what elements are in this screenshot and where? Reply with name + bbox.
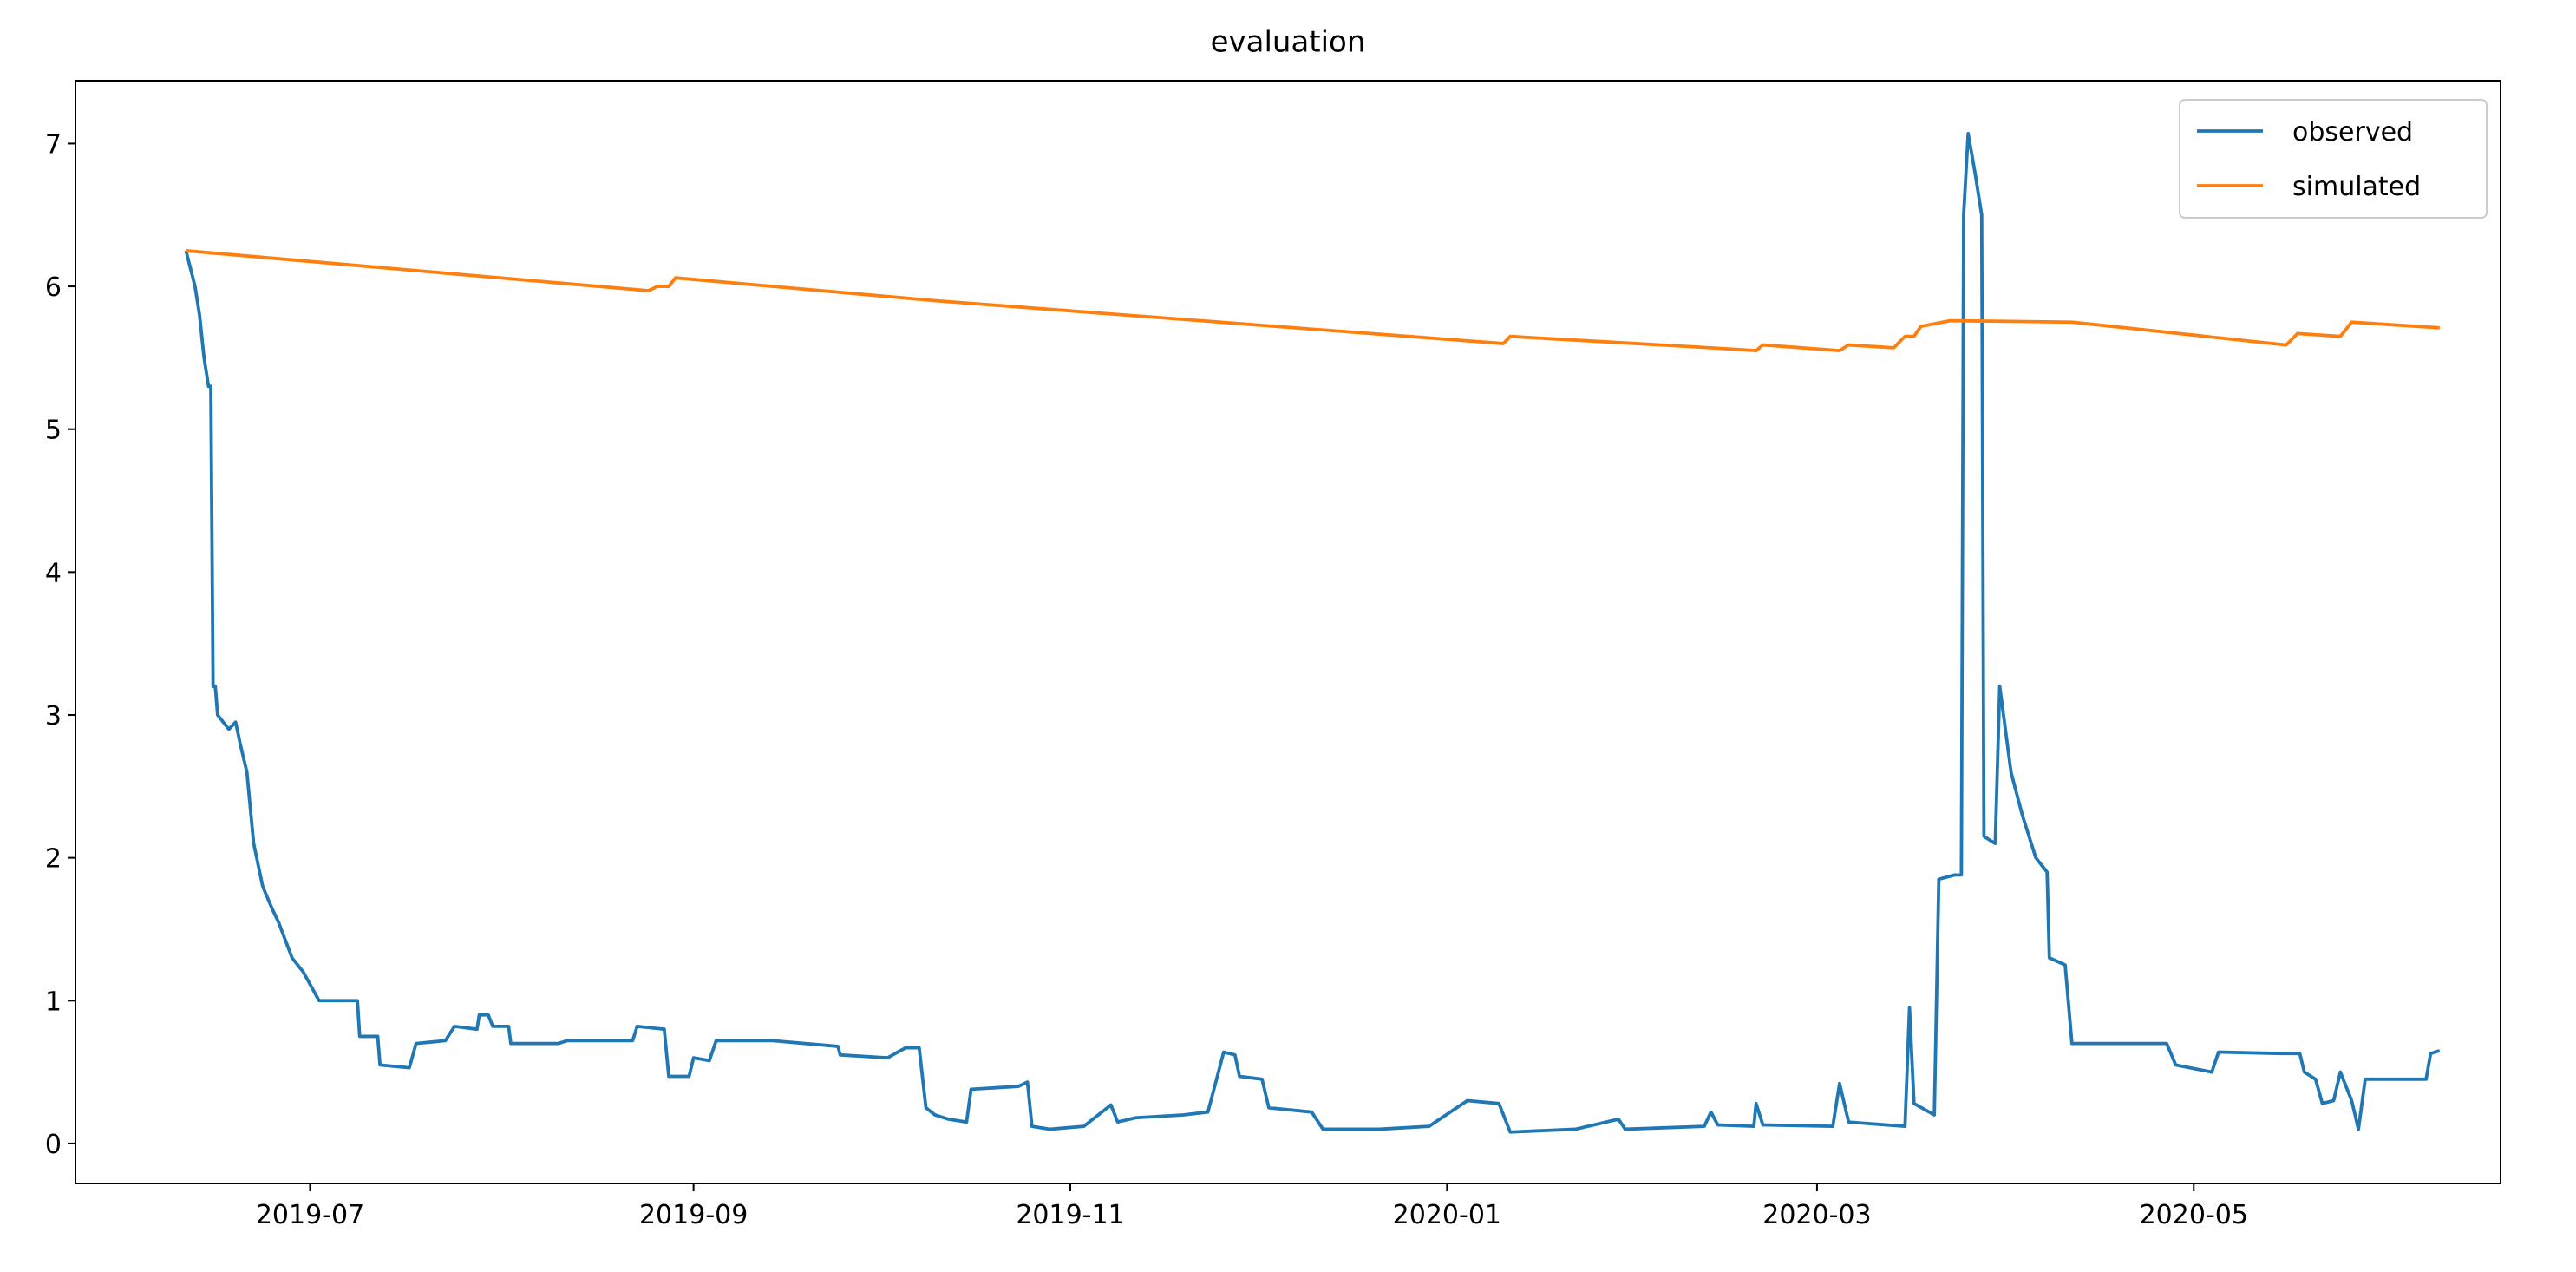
y-tick-label: 6 (45, 272, 62, 303)
legend-label: observed (2292, 117, 2413, 148)
legend-label: simulated (2292, 172, 2421, 202)
x-tick-label: 2019-07 (256, 1200, 364, 1230)
y-tick-label: 7 (45, 129, 62, 160)
y-tick-label: 2 (45, 844, 62, 875)
x-tick-label: 2020-03 (1762, 1200, 1871, 1230)
x-tick-label: 2020-01 (1393, 1200, 1501, 1230)
x-tick-label: 2020-05 (2140, 1200, 2248, 1230)
y-tick-label: 5 (45, 416, 62, 446)
y-tick-label: 0 (45, 1130, 62, 1160)
axes-frame (75, 80, 2501, 1184)
legend-box (2179, 99, 2488, 219)
series-line (186, 249, 2440, 353)
series-line (184, 132, 2441, 1134)
y-tick-label: 4 (45, 558, 62, 588)
y-tick-label: 3 (45, 701, 62, 731)
x-tick-label: 2019-09 (639, 1200, 748, 1230)
y-tick-label: 1 (45, 987, 62, 1017)
chart-title: evaluation (1211, 25, 1366, 60)
x-tick-label: 2019-11 (1016, 1200, 1124, 1230)
